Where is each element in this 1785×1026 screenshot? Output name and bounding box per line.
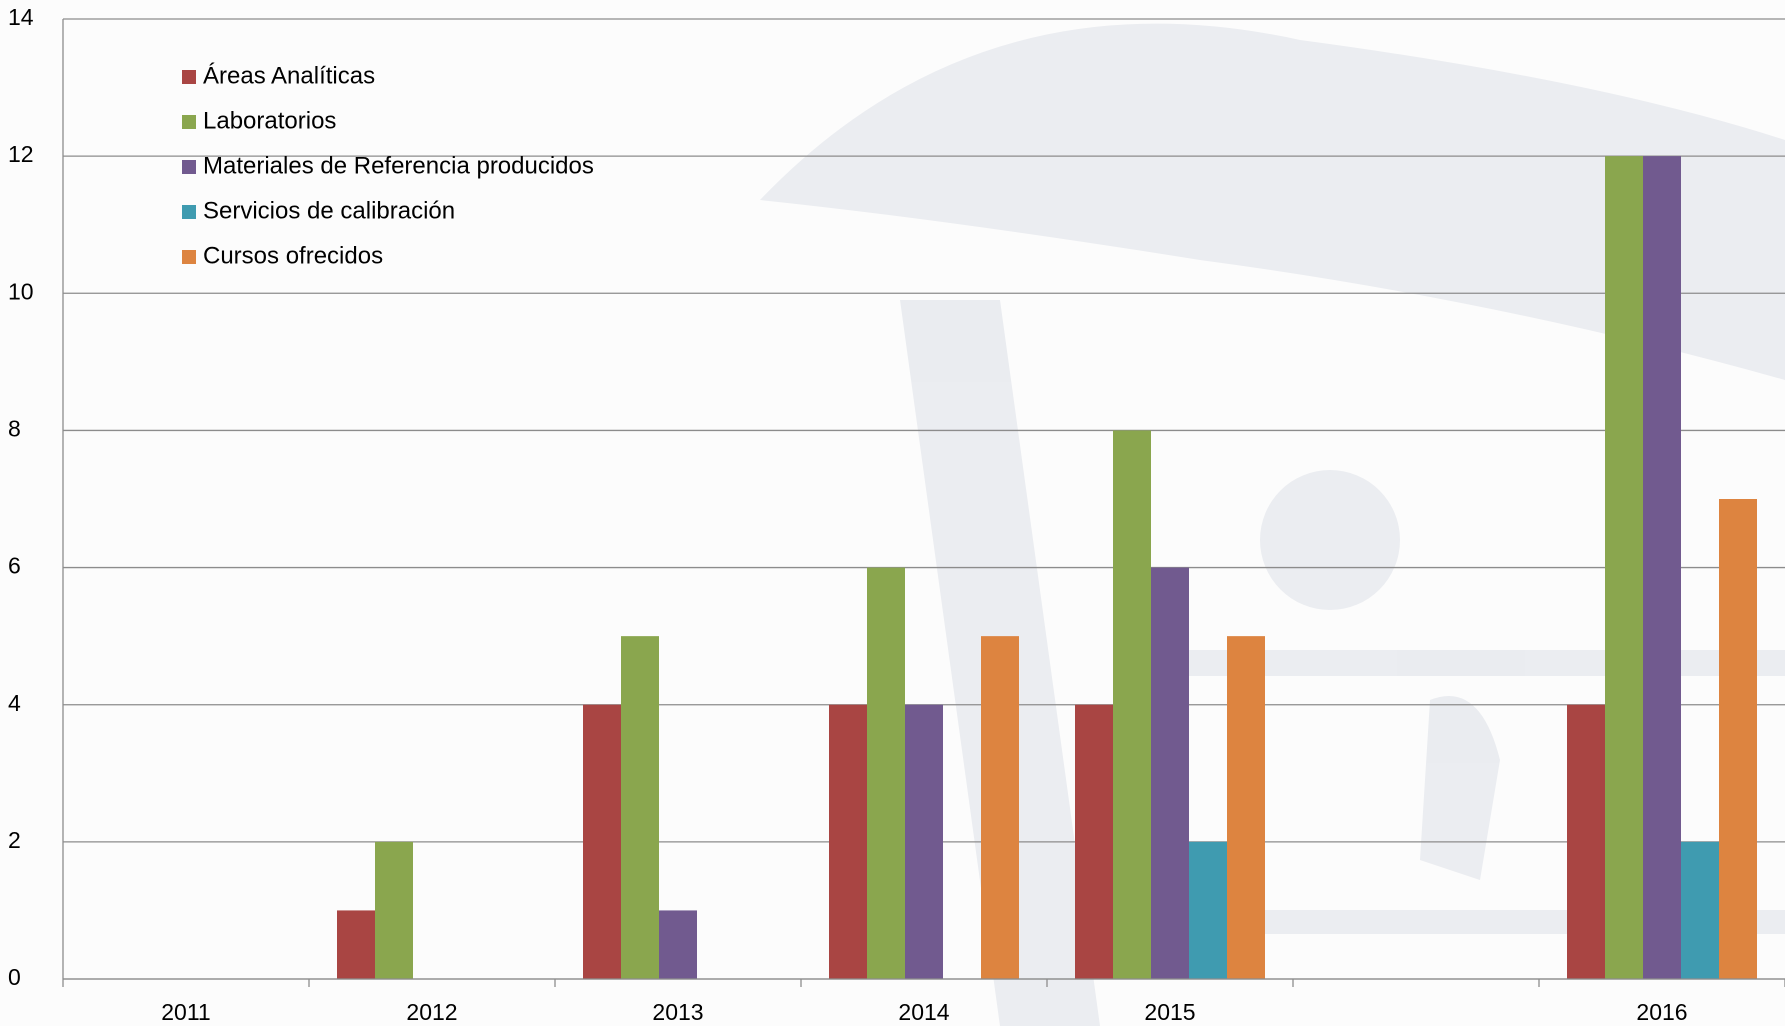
y-tick-label: 10	[8, 278, 34, 304]
y-tick-label: 12	[8, 141, 34, 167]
bar	[1227, 636, 1265, 979]
legend: Áreas Analíticas Laboratorios Materiales d…	[182, 62, 594, 269]
bar	[621, 636, 659, 979]
x-tick-label: 2011	[161, 999, 210, 1025]
x-tick-label: 2012	[406, 999, 457, 1025]
y-tick-label: 14	[8, 4, 34, 30]
x-tick-label: 2016	[1636, 999, 1687, 1025]
legend-swatch	[182, 205, 196, 219]
bar	[375, 842, 413, 979]
bar	[867, 568, 905, 979]
x-tick-label: 2014	[898, 999, 949, 1025]
bar	[981, 636, 1019, 979]
y-tick-label: 6	[8, 553, 21, 579]
bar	[1075, 705, 1113, 979]
x-tick-label: 2013	[652, 999, 703, 1025]
bar	[659, 910, 697, 979]
bar	[1151, 568, 1189, 979]
legend-swatch	[182, 160, 196, 174]
legend-label: Laboratorios	[203, 107, 336, 134]
legend-label: Servicios de calibración	[203, 197, 455, 224]
bar	[1113, 430, 1151, 979]
bar	[1605, 156, 1643, 979]
legend-label: Áreas Analíticas	[203, 62, 375, 89]
bar	[1643, 156, 1681, 979]
bar	[1681, 842, 1719, 979]
legend-swatch	[182, 250, 196, 264]
bar	[1567, 705, 1605, 979]
x-tick-label: 2015	[1144, 999, 1195, 1025]
bar	[1719, 499, 1757, 979]
bar	[337, 910, 375, 979]
bar	[583, 705, 621, 979]
legend-label: Cursos ofrecidos	[203, 242, 383, 269]
chart: 0 2 4 6 8 10 12 14 2011 2012 2013 2014 2015 2016 Áreas…	[0, 0, 1785, 1026]
legend-swatch	[182, 115, 196, 129]
y-tick-label: 4	[8, 690, 21, 716]
bar	[1189, 842, 1227, 979]
y-tick-label: 8	[8, 416, 21, 442]
y-tick-label: 2	[8, 827, 21, 853]
legend-label: Materiales de Referencia producidos	[203, 152, 594, 179]
bar	[905, 705, 943, 979]
legend-swatch	[182, 70, 196, 84]
bar	[829, 705, 867, 979]
y-tick-label: 0	[8, 964, 21, 990]
